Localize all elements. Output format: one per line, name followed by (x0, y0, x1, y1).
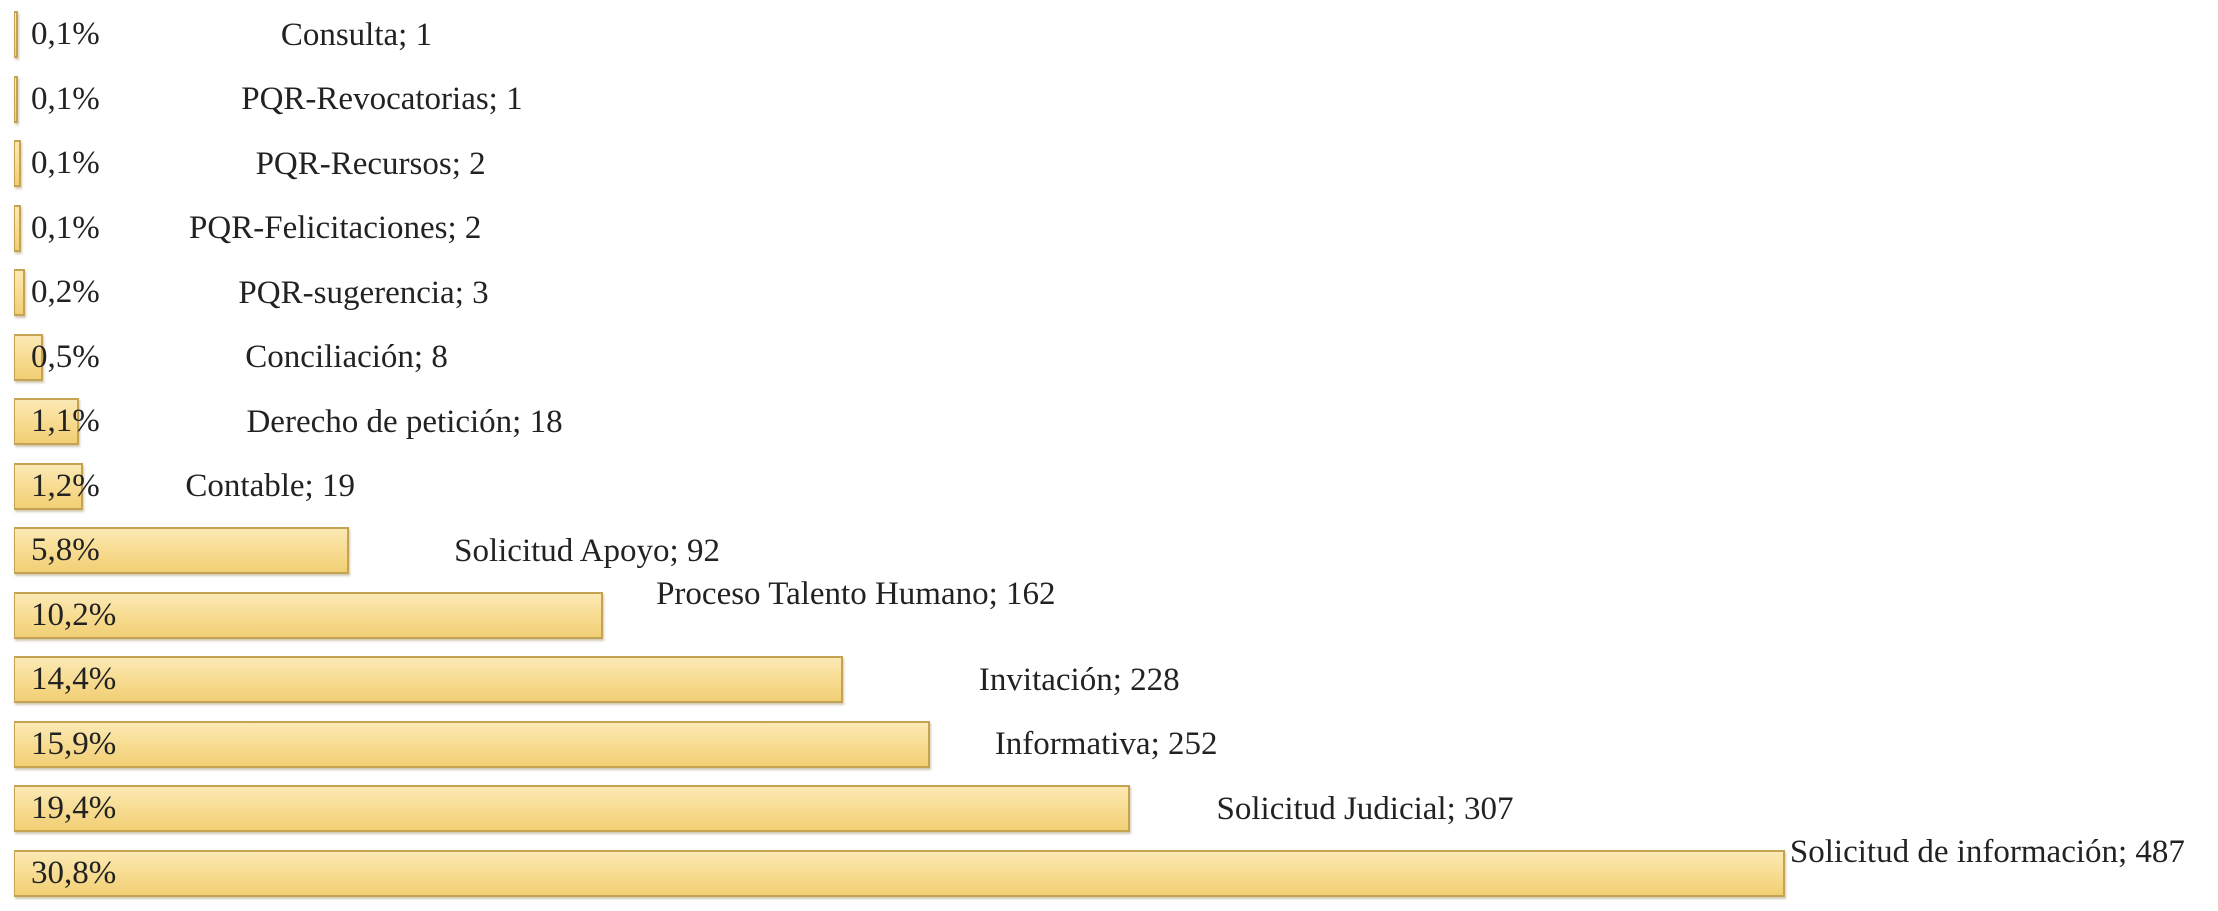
bar (14, 720, 931, 768)
value-label: PQR-Revocatorias; 1 (241, 81, 523, 117)
bar (14, 11, 18, 58)
share-label: 30,8% (31, 854, 117, 891)
value-label: Solicitud de información; 487 (1789, 834, 2185, 870)
share-label: 15,9% (31, 725, 117, 762)
share-label: 14,4% (31, 661, 117, 697)
bar (14, 398, 80, 445)
value-label: Derecho de petición; 18 (246, 403, 563, 440)
share-label: 0,2% (31, 274, 100, 310)
bar (14, 269, 25, 316)
value-label: Proceso Talento Humano; 162 (656, 576, 1056, 612)
value-label: Informativa; 252 (994, 726, 1218, 762)
bar (14, 462, 84, 510)
bar (14, 75, 18, 123)
share-label: 0,1% (31, 209, 100, 246)
bar (14, 849, 1785, 897)
share-label: 1,2% (31, 467, 100, 504)
bar (14, 591, 604, 639)
bar (14, 656, 844, 703)
share-label: 10,2% (31, 596, 117, 633)
bar (14, 527, 349, 574)
share-label: 0,1% (31, 145, 100, 181)
value-label: PQR-Felicitaciones; 2 (189, 210, 482, 246)
value-label: Consulta; 1 (280, 16, 433, 53)
share-label: 0,5% (31, 338, 100, 375)
value-label: Contable; 19 (185, 468, 355, 504)
value-label: PQR-Recursos; 2 (255, 145, 486, 182)
bar (14, 785, 1131, 832)
share-label: 1,1% (31, 403, 100, 439)
bar (14, 204, 22, 252)
value-label: Solicitud Judicial; 307 (1216, 790, 1514, 827)
bar (14, 140, 22, 187)
value-label: Invitación; 228 (978, 661, 1180, 698)
share-label: 0,1% (31, 80, 100, 117)
value-label: Solicitud Apoyo; 92 (454, 532, 720, 569)
value-label: Conciliación; 8 (245, 339, 448, 375)
share-label: 0,1% (31, 16, 100, 52)
share-label: 19,4% (31, 790, 117, 826)
share-label: 5,8% (31, 532, 100, 568)
bar (14, 333, 44, 381)
value-label: PQR-sugerencia; 3 (238, 274, 489, 311)
